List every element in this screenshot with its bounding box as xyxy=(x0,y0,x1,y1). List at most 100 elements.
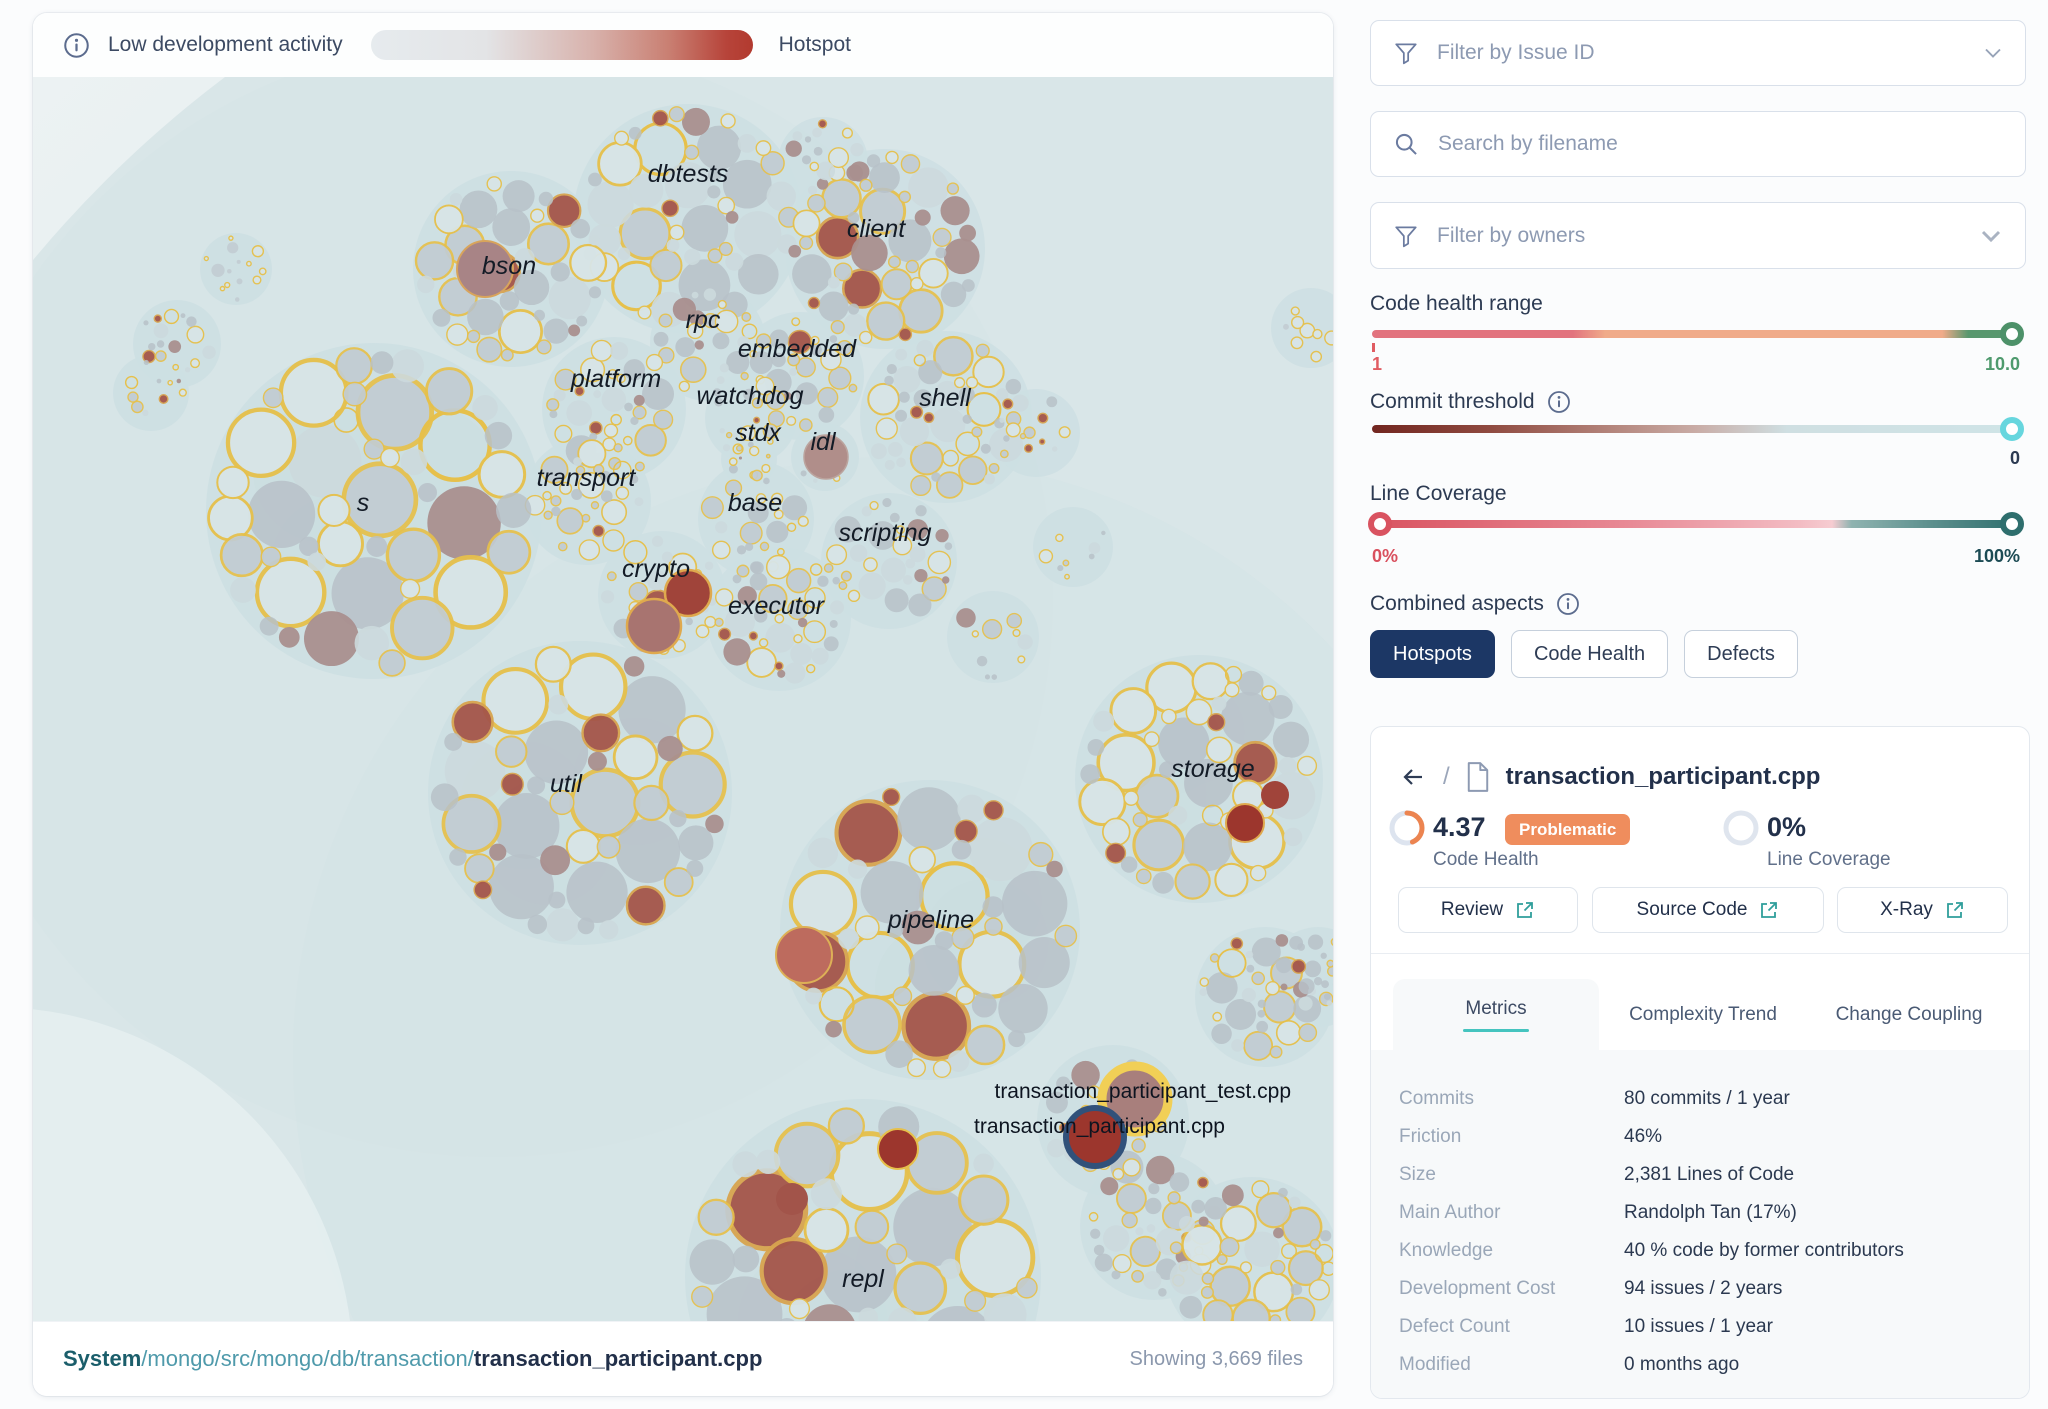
metric-row: Defect Count 10 issues / 1 year xyxy=(1399,1316,1773,1337)
tab-metrics[interactable]: Metrics xyxy=(1393,979,1599,1050)
file-details-card: / transaction_participant.cpp 4.37 Probl… xyxy=(1370,726,2030,1399)
metric-row: Size 2,381 Lines of Code xyxy=(1399,1164,1795,1185)
file-count-label: Showing 3,669 files xyxy=(1129,1347,1303,1370)
svg-text:transaction_participant_test.c: transaction_participant_test.cpp xyxy=(994,1080,1291,1103)
info-icon[interactable] xyxy=(1547,390,1571,414)
svg-text:dbtests: dbtests xyxy=(648,160,729,188)
commit-threshold-slider[interactable] xyxy=(1372,417,2024,441)
line-coverage-min-handle[interactable] xyxy=(1368,512,1392,536)
svg-text:pipeline: pipeline xyxy=(887,906,974,934)
external-link-icon xyxy=(1517,902,1534,918)
path-separator: / xyxy=(1443,763,1450,790)
svg-text:base: base xyxy=(728,489,782,517)
hotspot-map-panel: Low development activity Hotspot dbtests… xyxy=(33,13,1333,1396)
code-health-badge: Problematic xyxy=(1505,814,1631,845)
chevron-down-icon[interactable] xyxy=(1983,46,2003,60)
activity-gradient-bar xyxy=(370,30,753,60)
issue-id-filter-input[interactable] xyxy=(1437,41,1965,65)
svg-text:bson: bson xyxy=(482,252,536,280)
line-coverage-slider[interactable] xyxy=(1368,512,2024,536)
combined-aspects-label: Combined aspects xyxy=(1370,592,1544,615)
line-coverage-gauge xyxy=(1723,810,1759,846)
commit-threshold-label: Commit threshold xyxy=(1370,390,1535,413)
line-coverage-label: Line Coverage xyxy=(1370,482,1507,505)
aspect-toggle-group: Hotspots Code Health Defects xyxy=(1370,630,1798,678)
metric-row: Commits 80 commits / 1 year xyxy=(1399,1088,1790,1109)
svg-text:watchdog: watchdog xyxy=(696,382,803,410)
metric-row: Modified 0 months ago xyxy=(1399,1354,1740,1375)
info-icon[interactable] xyxy=(1556,592,1580,616)
code-health-range-label: Code health range xyxy=(1370,292,1543,315)
svg-text:transport: transport xyxy=(537,464,637,492)
code-health-caption: Code Health xyxy=(1433,849,1539,870)
chevron-down-icon[interactable] xyxy=(1979,228,2003,244)
code-health-min-value: 1 xyxy=(1372,354,1383,374)
svg-text:util: util xyxy=(550,770,583,798)
line-coverage-caption: Line Coverage xyxy=(1767,849,1891,870)
legend-low-label: Low development activity xyxy=(108,33,343,56)
aspect-button-defects[interactable]: Defects xyxy=(1684,630,1798,678)
owners-filter-input[interactable] xyxy=(1437,223,1961,248)
code-health-max-handle[interactable] xyxy=(2000,322,2024,346)
svg-text:rpc: rpc xyxy=(686,306,721,334)
aspect-button-hotspots[interactable]: Hotspots xyxy=(1370,630,1495,678)
breadcrumb-path[interactable]: /mongo/src/mongo/db/transaction/ xyxy=(141,1346,474,1371)
external-link-icon xyxy=(1946,902,1963,918)
code-health-gauge xyxy=(1389,810,1425,846)
sidebar: Code health range 1 10.0 Commit threshol… xyxy=(1368,0,2030,1409)
issue-id-filter[interactable] xyxy=(1370,20,2026,86)
metric-row: Main Author Randolph Tan (17%) xyxy=(1399,1202,1797,1223)
code-health-max-value: 10.0 xyxy=(1984,354,2020,374)
aspect-button-code-health[interactable]: Code Health xyxy=(1510,630,1669,678)
line-coverage-value: 0% xyxy=(1767,812,1807,842)
tab-complexity-trend[interactable]: Complexity Trend xyxy=(1629,1003,1777,1025)
source-code-button[interactable]: Source Code xyxy=(1592,887,1824,933)
svg-text:stdx: stdx xyxy=(735,419,782,447)
back-arrow-icon[interactable] xyxy=(1399,765,1427,789)
breadcrumb[interactable]: System/mongo/src/mongo/db/transaction/tr… xyxy=(63,1346,762,1372)
metric-row: Friction 46% xyxy=(1399,1126,1663,1147)
external-link-icon xyxy=(1761,902,1778,918)
metric-row: Knowledge 40 % code by former contributor… xyxy=(1399,1240,1904,1261)
info-icon[interactable] xyxy=(63,32,90,59)
hotspot-map[interactable]: dbtests client bson rpc embedded platform watc… xyxy=(33,77,1333,1321)
svg-text:client: client xyxy=(847,215,906,243)
commit-threshold-handle[interactable] xyxy=(2000,417,2024,441)
filename-search-input[interactable] xyxy=(1438,132,2003,156)
svg-text:platform: platform xyxy=(570,365,661,393)
tab-change-coupling[interactable]: Change Coupling xyxy=(1835,1003,1983,1025)
svg-text:scripting: scripting xyxy=(838,519,931,547)
file-title: transaction_participant.cpp xyxy=(1505,763,1821,790)
code-health-value: 4.37 xyxy=(1433,812,1486,842)
map-legend: Low development activity Hotspot xyxy=(33,13,1333,77)
funnel-icon xyxy=(1395,225,1417,247)
xray-button[interactable]: X-Ray xyxy=(1837,887,2008,933)
svg-text:shell: shell xyxy=(919,384,972,412)
breadcrumb-root[interactable]: System xyxy=(63,1346,142,1371)
breadcrumb-file: transaction_participant.cpp xyxy=(473,1346,763,1371)
line-coverage-max-handle[interactable] xyxy=(2000,512,2024,536)
svg-text:crypto: crypto xyxy=(622,555,690,583)
svg-text:executor: executor xyxy=(728,592,826,620)
svg-text:storage: storage xyxy=(1171,755,1254,783)
file-icon xyxy=(1467,762,1488,792)
hotspot-map-area[interactable]: dbtests client bson rpc embedded platform watc… xyxy=(33,77,1333,1321)
svg-text:embedded: embedded xyxy=(738,335,857,363)
slider-tick xyxy=(1372,343,1375,352)
review-button[interactable]: Review xyxy=(1398,887,1578,933)
svg-text:s: s xyxy=(357,489,370,517)
legend-hotspot-label: Hotspot xyxy=(778,33,851,56)
code-health-range-slider[interactable] xyxy=(1372,322,2024,352)
metrics-panel: Commits 80 commits / 1 year Friction 46% S… xyxy=(1371,1050,2029,1398)
svg-text:repl: repl xyxy=(842,1265,885,1293)
line-coverage-min-value: 0% xyxy=(1372,546,1399,566)
svg-text:idl: idl xyxy=(810,428,836,456)
line-coverage-max-value: 100% xyxy=(1973,546,2020,566)
metric-row: Development Cost 94 issues / 2 years xyxy=(1399,1278,1783,1299)
commit-threshold-value: 0 xyxy=(2009,448,2020,468)
owners-filter[interactable] xyxy=(1370,202,2026,269)
svg-text:transaction_participant.cpp: transaction_participant.cpp xyxy=(974,1115,1225,1138)
funnel-icon xyxy=(1395,43,1417,65)
filename-search[interactable] xyxy=(1370,111,2026,177)
search-icon xyxy=(1395,133,1417,155)
